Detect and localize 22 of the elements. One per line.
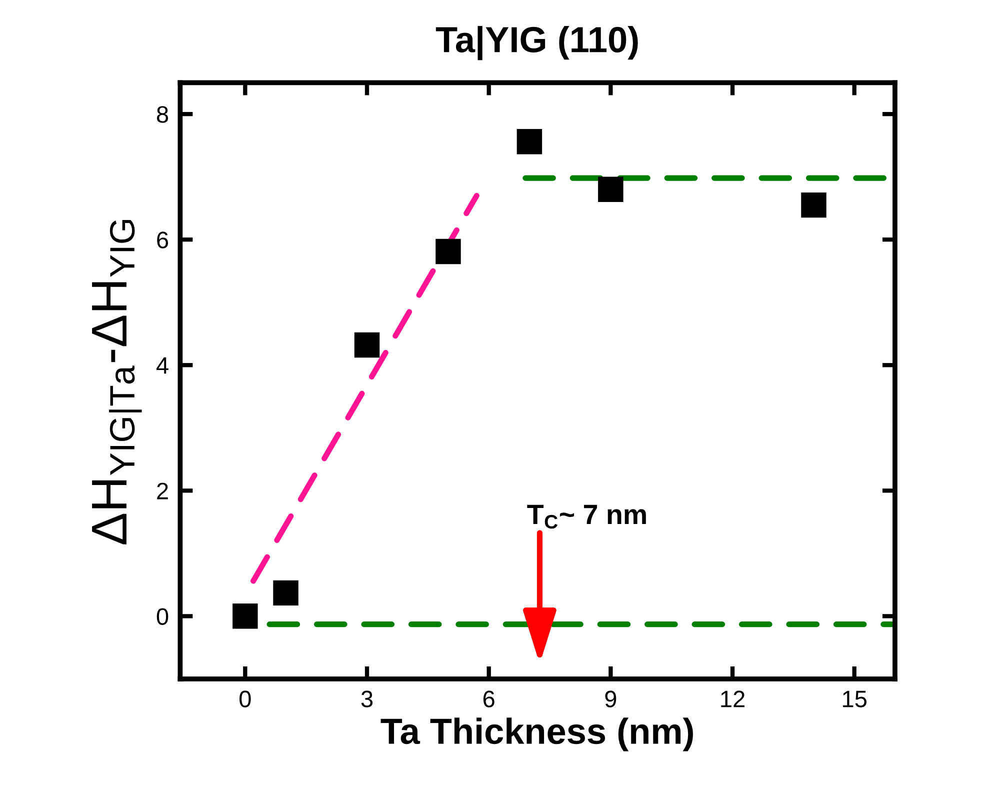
- x-tick-label: 6: [483, 690, 494, 708]
- annotation: T$_{C}$~ 7 nm: [527, 504, 646, 529]
- y-tick-label: 4: [156, 357, 168, 374]
- y-tick-label: 2: [157, 482, 168, 500]
- x-tick-label: 15: [843, 690, 866, 708]
- point: [232, 604, 258, 629]
- y-tick-label: 0: [156, 608, 168, 625]
- point: [354, 332, 380, 358]
- x-tick-label: 12: [721, 690, 744, 708]
- x-axis-title: Ta Thickness (nm): [380, 718, 693, 752]
- x-tick-label: 0: [240, 690, 251, 708]
- x-tick-label: 9: [605, 690, 616, 708]
- point: [273, 580, 298, 606]
- y-tick-label: 8: [156, 106, 168, 123]
- chart-title: Ta|YIG (110): [436, 26, 638, 60]
- point: [598, 176, 624, 202]
- point: [801, 192, 826, 218]
- x-tick-label: 3: [361, 690, 373, 708]
- y-axis-title: ΔH$_{YIG|Ta}$-ΔH$_{YIG}$: [92, 220, 142, 544]
- point: [516, 129, 542, 154]
- point: [436, 238, 461, 264]
- y-tick-label: 6: [157, 232, 168, 248]
